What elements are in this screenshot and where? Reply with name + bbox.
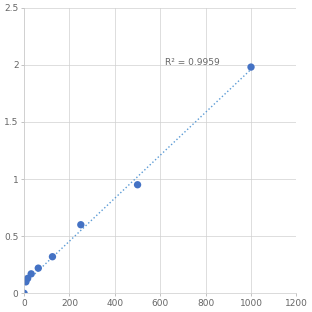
Text: R² = 0.9959: R² = 0.9959 bbox=[165, 58, 220, 67]
Point bbox=[25, 276, 30, 281]
Point bbox=[135, 182, 140, 187]
Point bbox=[22, 291, 27, 296]
Point bbox=[249, 65, 254, 70]
Point bbox=[23, 279, 28, 284]
Point bbox=[29, 271, 34, 276]
Point bbox=[78, 222, 83, 227]
Point bbox=[36, 266, 41, 271]
Point bbox=[50, 254, 55, 259]
